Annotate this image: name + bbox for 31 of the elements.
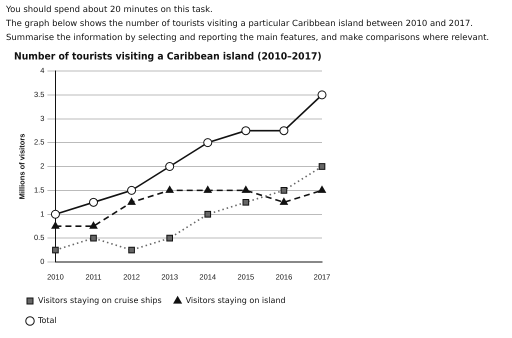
point (242, 186, 250, 193)
point (89, 198, 98, 207)
point (280, 187, 288, 194)
point (204, 186, 212, 193)
point (318, 186, 326, 193)
text: You should spend about 20 minutes on this task. (6, 4, 214, 17)
point (90, 234, 97, 242)
text: The graph below shows the number of tourists visiting a particular Caribbean island between 2010 and 2017. (6, 18, 474, 31)
point (128, 246, 135, 254)
point (318, 90, 326, 100)
point (280, 198, 288, 205)
point (203, 138, 212, 148)
point (318, 163, 326, 170)
chart-title: Number of tourists visiting a Caribbean island (2010–2017) (14, 51, 322, 63)
point (166, 186, 174, 193)
point (204, 210, 212, 218)
point (165, 162, 174, 171)
point (127, 186, 136, 195)
point (241, 126, 250, 136)
point (90, 222, 98, 229)
legend-label: Visitors staying on island (186, 296, 286, 306)
point (50, 210, 60, 219)
text: Summarise the information by selecting and reporting the main features, and make comparisons where relevant. (6, 32, 490, 45)
point (52, 246, 59, 254)
legend-label: Visitors staying on cruise ships (38, 296, 162, 306)
point (51, 222, 60, 229)
point (242, 198, 250, 206)
point (128, 198, 136, 205)
legend-label: Total (37, 316, 57, 326)
point (166, 234, 173, 242)
point (279, 126, 288, 136)
